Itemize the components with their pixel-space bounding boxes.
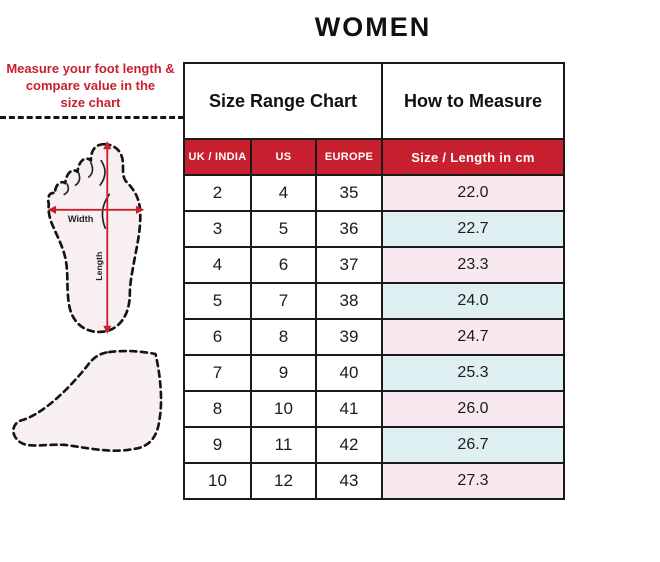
table-cell: 3 (183, 210, 252, 248)
group-header-size-range-chart: Size Range Chart (183, 62, 383, 140)
foot-side-view-diagram (12, 349, 163, 452)
instruction-line-2: compare value in the (25, 78, 156, 93)
table-cell: 6 (250, 246, 317, 284)
table-cell: 36 (315, 210, 383, 248)
table-cell: 39 (315, 318, 383, 356)
group-header-how-to-measure: How to Measure (381, 62, 565, 140)
length-label: Length (94, 252, 104, 281)
page-title: WOMEN (314, 12, 432, 42)
column-header-row: UK / INDIA US EUROPE Size / Length in cm (183, 138, 565, 176)
length-arrowhead-top (103, 141, 112, 150)
table-cell: 40 (315, 354, 383, 392)
table-row: 7 9 40 25.3 (183, 354, 565, 392)
table-cell: 7 (250, 282, 317, 320)
table-cell: 6 (183, 318, 252, 356)
instruction-line-1: Measure your foot length & (6, 61, 175, 76)
table-cell: 37 (315, 246, 383, 284)
column-header-europe: EUROPE (315, 138, 383, 176)
table-cell: 9 (250, 354, 317, 392)
group-header-row: Size Range Chart How to Measure (183, 62, 565, 140)
table-cell: 7 (183, 354, 252, 392)
width-label: Width (68, 214, 94, 224)
table-cell: 9 (183, 426, 252, 464)
table-row: 2 4 35 22.0 (183, 174, 565, 212)
table-cell: 10 (183, 462, 252, 500)
table-row: 9 11 42 26.7 (183, 426, 565, 464)
table-cell: 2 (183, 174, 252, 212)
table-cell: 22.0 (381, 174, 565, 212)
table-cell: 12 (250, 462, 317, 500)
length-arrowhead-bottom (103, 325, 112, 334)
foot-side-outline-icon (12, 349, 163, 452)
size-chart-table: Size Range Chart How to Measure UK / IND… (183, 62, 565, 500)
table-cell: 41 (315, 390, 383, 428)
table-cell: 35 (315, 174, 383, 212)
table-cell: 8 (250, 318, 317, 356)
table-cell: 43 (315, 462, 383, 500)
column-header-us: US (250, 138, 317, 176)
width-arrowhead-right (136, 205, 145, 214)
table-row: 8 10 41 26.0 (183, 390, 565, 428)
column-header-length-cm: Size / Length in cm (381, 138, 565, 176)
table-cell: 8 (183, 390, 252, 428)
table-cell: 4 (183, 246, 252, 284)
measure-instruction: Measure your foot length & compare value… (0, 60, 181, 111)
foot-outline-icon (46, 142, 142, 334)
table-cell: 10 (250, 390, 317, 428)
table-cell: 27.3 (381, 462, 565, 500)
table-cell: 4 (250, 174, 317, 212)
width-arrowhead-left (47, 205, 56, 214)
toe-detail-lines (63, 159, 106, 196)
table-cell: 23.3 (381, 246, 565, 284)
table-row: 10 12 43 27.3 (183, 462, 565, 500)
table-cell: 42 (315, 426, 383, 464)
table-cell: 26.0 (381, 390, 565, 428)
instruction-line-3: size chart (60, 95, 121, 110)
table-cell: 24.7 (381, 318, 565, 356)
table-cell: 11 (250, 426, 317, 464)
table-cell: 38 (315, 282, 383, 320)
table-row: 6 8 39 24.7 (183, 318, 565, 356)
table-row: 5 7 38 24.0 (183, 282, 565, 320)
table-cell: 26.7 (381, 426, 565, 464)
table-cell: 5 (183, 282, 252, 320)
table-cell: 22.7 (381, 210, 565, 248)
table-cell: 25.3 (381, 354, 565, 392)
table-cell: 24.0 (381, 282, 565, 320)
column-header-uk-india: UK / INDIA (183, 138, 252, 176)
table-row: 3 5 36 22.7 (183, 210, 565, 248)
foot-top-view-diagram: Width Length (46, 141, 145, 334)
dashed-connector-line (0, 116, 184, 119)
table-row: 4 6 37 23.3 (183, 246, 565, 284)
table-cell: 5 (250, 210, 317, 248)
